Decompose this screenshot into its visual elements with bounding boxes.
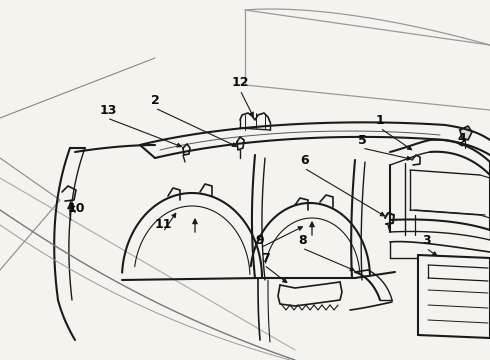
Text: 8: 8 [299, 234, 307, 247]
Text: 5: 5 [358, 134, 367, 147]
Text: 4: 4 [458, 131, 466, 144]
Text: 10: 10 [67, 202, 85, 215]
Text: 2: 2 [150, 94, 159, 107]
Text: 3: 3 [422, 234, 430, 247]
Text: 1: 1 [376, 113, 384, 126]
Text: 13: 13 [99, 104, 117, 117]
Text: 6: 6 [301, 153, 309, 166]
Text: 9: 9 [256, 234, 264, 247]
Text: 7: 7 [261, 252, 270, 265]
Text: 12: 12 [231, 76, 249, 89]
Text: 11: 11 [154, 219, 172, 231]
Polygon shape [460, 126, 472, 140]
